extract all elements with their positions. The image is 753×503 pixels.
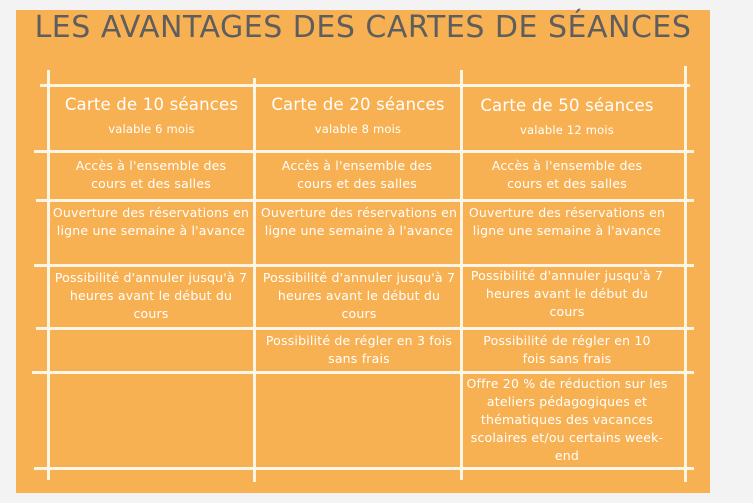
grid-line-row1	[34, 150, 694, 153]
grid-line-right	[684, 66, 687, 482]
cell-r2-c3: Ouverture des réservations en ligne une …	[468, 205, 666, 238]
card-validity: valable 8 mois	[314, 122, 402, 136]
grid-line-left	[47, 70, 50, 480]
card-name: Carte de 50 séances	[480, 96, 654, 115]
grid-line-row4	[36, 327, 694, 330]
page-title: LES AVANTAGES DES CARTES DE SÉANCES	[34, 10, 692, 45]
grid-line-col1	[253, 78, 256, 482]
grid-line-bottom	[34, 467, 694, 470]
cell-r1-c1: Accès à l'ensemble des cours et des sall…	[75, 158, 227, 191]
cell-r1-c2: Accès à l'ensemble des cours et des sall…	[281, 158, 433, 191]
grid-line-row2	[36, 199, 694, 202]
header-card-20: Carte de 20 séances valable 8 mois	[256, 93, 460, 139]
cell-r3-c1: Possibilité d'annuler jusqu'à 7 heures a…	[54, 270, 248, 321]
header-card-50: Carte de 50 séances valable 12 mois	[463, 94, 671, 140]
cell-r3-c2: Possibilité d'annuler jusqu'à 7 heures a…	[262, 270, 456, 321]
grid-line-col2	[460, 70, 463, 480]
card-name: Carte de 20 séances	[271, 95, 445, 114]
cell-r5-c3: Offre 20 % de réduction sur les ateliers…	[466, 376, 668, 463]
card-name: Carte de 10 séances	[64, 95, 239, 114]
card-validity: valable 12 mois	[519, 123, 615, 137]
cell-r3-c3: Possibilité d'annuler jusqu'à 7 heures a…	[470, 268, 664, 319]
cell-r4-c2: Possibilité de régler en 3 fois sans fra…	[265, 333, 453, 366]
cell-r1-c3: Accès à l'ensemble des cours et des sall…	[491, 158, 643, 191]
poster-card	[16, 10, 710, 493]
grid-line-row5	[32, 371, 694, 374]
grid-line-top	[40, 84, 690, 87]
header-card-10: Carte de 10 séances valable 6 mois	[50, 93, 253, 139]
grid-line-row3	[34, 264, 694, 267]
card-validity: valable 6 mois	[108, 122, 195, 136]
cell-r2-c1: Ouverture des réservations en ligne une …	[52, 205, 250, 238]
cell-r4-c3: Possibilité de régler en 10 fois sans fr…	[483, 333, 651, 366]
cell-r2-c2: Ouverture des réservations en ligne une …	[260, 205, 458, 238]
